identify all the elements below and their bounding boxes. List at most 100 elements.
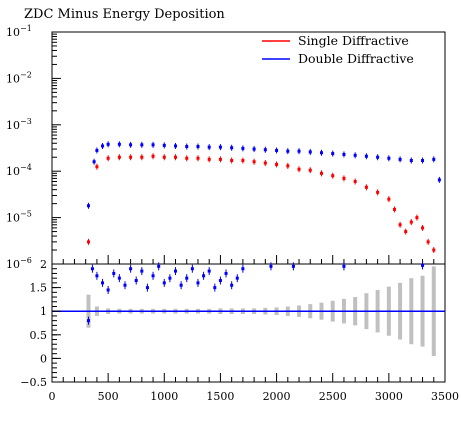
chart-title: ZDC Minus Energy Deposition (24, 7, 225, 22)
data-point (207, 157, 211, 161)
top-y-tick-label: 10−5 (6, 210, 32, 225)
data-point (252, 160, 256, 164)
data-point (230, 146, 234, 150)
data-point (151, 154, 155, 158)
data-point (230, 159, 234, 163)
data-point (86, 240, 90, 244)
data-point (364, 154, 368, 158)
data-point (398, 157, 402, 161)
data-point (218, 145, 222, 149)
bottom-x-tick-label: 0 (49, 390, 56, 403)
data-point (421, 226, 425, 230)
ratio-point (241, 267, 245, 271)
data-point (437, 178, 441, 182)
bottom-x-tick-label: 1000 (150, 390, 178, 403)
ratio-point (140, 269, 144, 273)
data-point (117, 155, 121, 159)
ratio-point (112, 271, 116, 275)
bottom-y-tick-label: 1 (40, 305, 47, 318)
data-point (297, 167, 301, 171)
ratio-point (230, 283, 234, 287)
bottom-y-tick-label: 0.5 (30, 329, 48, 342)
top-y-tick-label: 10−4 (6, 163, 32, 178)
bottom-x-tick-label: 2000 (263, 390, 291, 403)
data-point (174, 155, 178, 159)
ratio-point (196, 281, 200, 285)
data-point (275, 148, 279, 152)
top-y-tick-label: 10−1 (6, 24, 32, 39)
ratio-point (134, 279, 138, 283)
data-point (319, 151, 323, 155)
ratio-point (106, 288, 110, 292)
bottom-plot-frame (51, 263, 446, 383)
data-point (86, 204, 90, 208)
data-point (106, 142, 110, 146)
data-point (353, 179, 357, 183)
ratio-point (185, 276, 189, 280)
data-point (319, 171, 323, 175)
data-point (409, 159, 413, 163)
data-point (185, 156, 189, 160)
ratio-point (174, 269, 178, 273)
data-point (95, 165, 99, 169)
data-point (196, 145, 200, 149)
legend-label-single: Single Diffractive (298, 33, 409, 48)
bottom-panel: −0.500.511.520 500 1000 1500 2000 2500 3000 350… (20, 258, 459, 403)
data-point (421, 159, 425, 163)
top-y-tick-label: 10−6 (6, 256, 32, 271)
data-point (101, 144, 105, 148)
legend: Single Diffractive Double Diffractive (262, 33, 414, 66)
data-point (95, 148, 99, 152)
data-point (331, 152, 335, 156)
ratio-point (86, 319, 90, 323)
bottom-x-tick-label: 3500 (431, 390, 459, 403)
data-point (129, 143, 133, 147)
bottom-axes: −0.500.511.520 500 1000 1500 2000 2500 3000 350… (20, 258, 459, 403)
data-point (387, 197, 391, 201)
data-point (218, 157, 222, 161)
data-point (241, 146, 245, 150)
data-point (331, 174, 335, 178)
bottom-y-tick-label: −0.5 (20, 376, 47, 389)
bottom-y-tick-label: 0 (40, 352, 47, 365)
bottom-y-tick-label: 2 (40, 258, 47, 271)
bottom-x-tick-label: 2500 (319, 390, 347, 403)
data-point (263, 161, 267, 165)
data-point (308, 150, 312, 154)
ratio-point (162, 281, 166, 285)
ratio-point (129, 267, 133, 271)
legend-label-double: Double Diffractive (298, 51, 414, 66)
ratio-point (90, 267, 94, 271)
data-point (409, 220, 413, 224)
ratio-points-layer (86, 261, 425, 325)
data-point (140, 143, 144, 147)
data-point (415, 216, 419, 220)
data-point (364, 185, 368, 189)
top-y-tick-label: 10−2 (6, 70, 32, 85)
data-point (387, 156, 391, 160)
top-series-layer (86, 141, 441, 254)
data-point (162, 143, 166, 147)
bottom-x-tick-label: 1500 (206, 390, 234, 403)
data-point (342, 176, 346, 180)
data-point (376, 190, 380, 194)
data-point (392, 207, 396, 211)
data-point (353, 153, 357, 157)
ratio-point (95, 274, 99, 278)
data-point (286, 164, 290, 168)
data-point (207, 145, 211, 149)
ratio-point (117, 276, 121, 280)
ratio-point (342, 264, 346, 268)
ratio-point (190, 267, 194, 271)
ratio-point (179, 283, 183, 287)
ratio-point (123, 283, 127, 287)
ratio-point (421, 263, 425, 267)
ratio-point (151, 274, 155, 278)
data-point (185, 145, 189, 149)
data-point (275, 162, 279, 166)
data-point (106, 156, 110, 160)
ratio-point (202, 274, 206, 278)
ratio-point (157, 264, 161, 268)
top-panel: 10−1 10−2 10−3 10−4 10−5 10−6 Single Diffract… (6, 24, 446, 271)
bottom-x-tick-label: 3000 (375, 390, 403, 403)
